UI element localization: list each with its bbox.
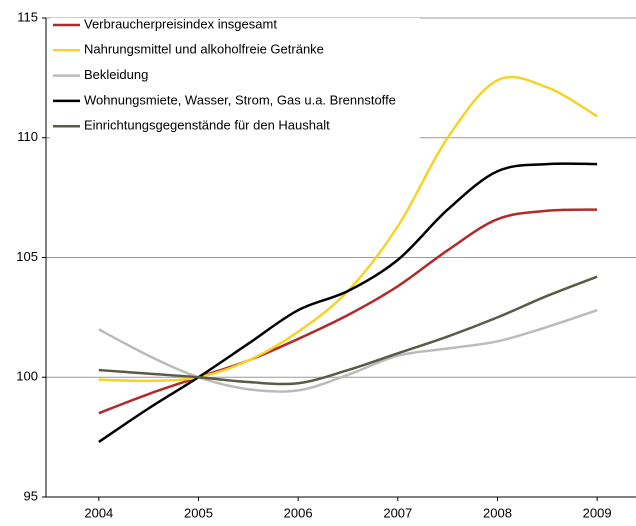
legend-label: Bekleidung [84,67,148,82]
y-tick-label: 115 [17,9,38,24]
x-tick-label: 2009 [583,505,612,520]
x-tick-label: 2008 [483,505,512,520]
x-tick-label: 2004 [84,505,113,520]
series-line [98,309,598,393]
x-tick-label: 2006 [284,505,313,520]
legend-label: Nahrungsmittel und alkoholfreie Getränke [84,42,324,57]
legend-label: Einrichtungsgegenstände für den Haushalt [84,118,330,133]
series-line [98,275,598,386]
y-tick-label: 100 [16,369,38,384]
x-tick-label: 2005 [184,505,213,520]
series-line [98,162,598,443]
legend-label: Verbraucherpreisindex insgesamt [84,16,277,31]
y-tick-label: 105 [16,249,38,264]
legend-background [50,18,420,140]
series-line [98,208,598,415]
x-tick-label: 2007 [383,505,412,520]
y-tick-label: 95 [24,488,38,503]
series-line [98,75,598,383]
legend-label: Wohnungsmiete, Wasser, Strom, Gas u.a. B… [84,92,396,107]
y-tick-label: 110 [17,129,38,144]
